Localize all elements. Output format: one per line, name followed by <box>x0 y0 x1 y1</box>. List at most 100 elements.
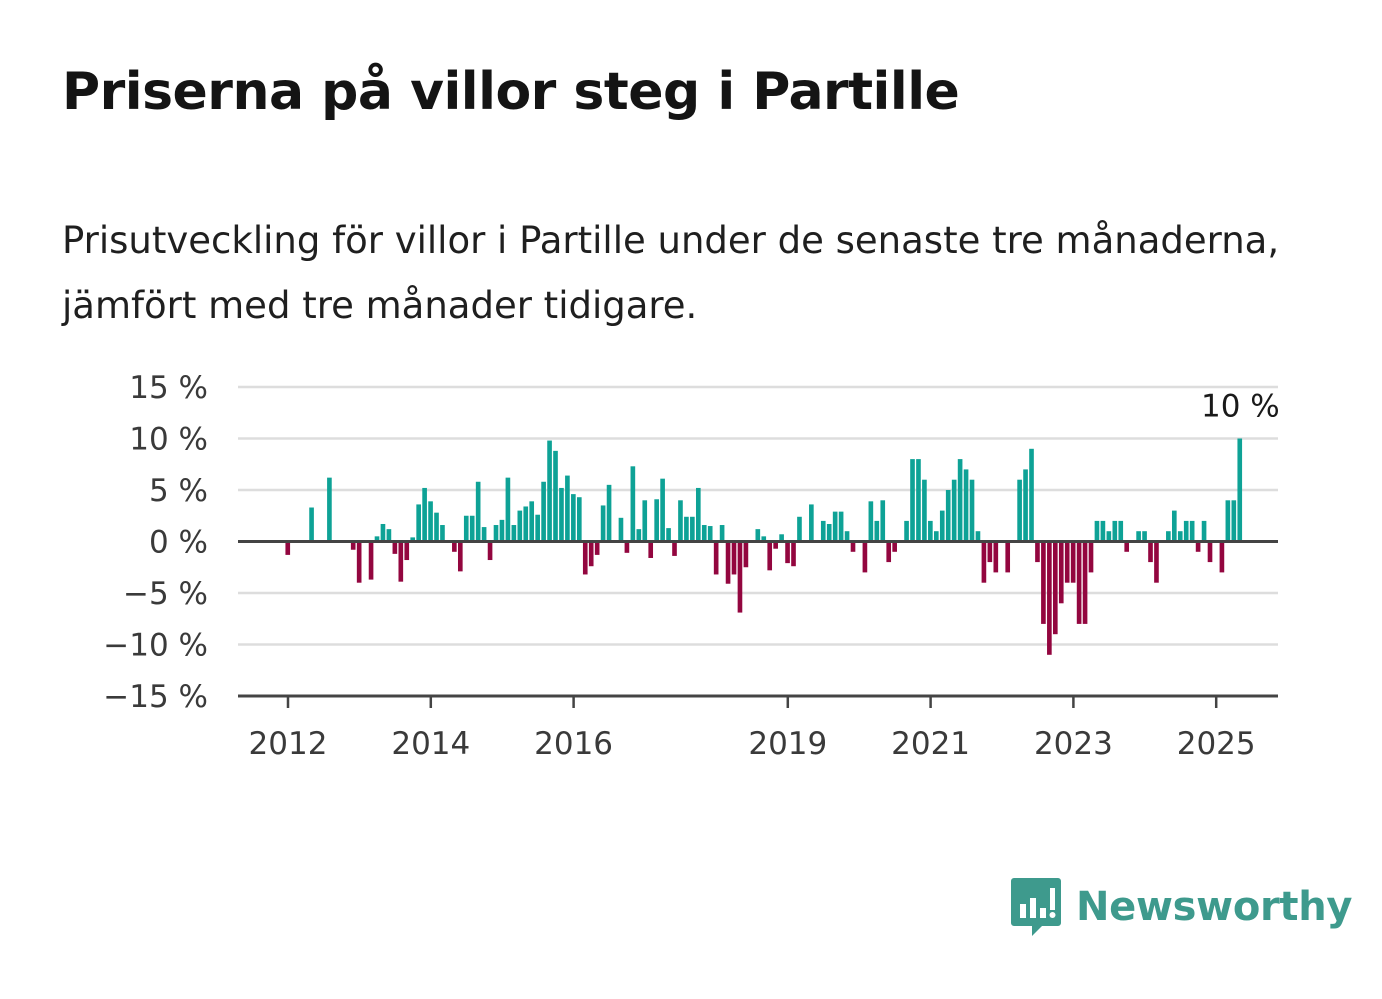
bar <box>624 541 630 553</box>
bar <box>981 541 987 583</box>
bar <box>636 529 642 542</box>
bar <box>1154 541 1159 583</box>
axes <box>238 540 1278 708</box>
bar <box>725 541 731 584</box>
bar <box>743 541 749 568</box>
bar <box>606 484 612 542</box>
bar <box>826 523 832 542</box>
bar <box>404 541 410 561</box>
x-tick-label: 2016 <box>534 726 613 762</box>
bar <box>517 510 523 542</box>
last-value-label: 10 % <box>1201 389 1280 425</box>
bar <box>1052 541 1058 635</box>
bar <box>1023 469 1028 542</box>
bar <box>1225 500 1231 542</box>
bar <box>535 514 540 542</box>
bar <box>713 541 719 575</box>
bar <box>678 500 683 542</box>
y-tick-label: 5 % <box>149 473 208 509</box>
bar <box>928 520 933 542</box>
bar <box>945 490 951 542</box>
bar <box>386 529 392 542</box>
x-tick-label: 2012 <box>249 726 328 762</box>
bar <box>719 525 725 542</box>
bar <box>755 529 761 542</box>
bar <box>1005 541 1011 573</box>
bar <box>410 537 416 542</box>
bar <box>392 541 398 554</box>
bar <box>910 459 915 542</box>
bar <box>487 541 493 561</box>
bar <box>791 541 796 567</box>
bar <box>285 541 291 555</box>
bar <box>588 541 594 567</box>
bar <box>1047 541 1052 655</box>
bar <box>380 523 386 542</box>
gridlines <box>238 385 1278 646</box>
bar <box>1177 531 1183 542</box>
bar <box>1100 520 1106 542</box>
bar <box>1058 541 1064 604</box>
bar <box>1035 541 1040 563</box>
bar <box>951 479 957 542</box>
bar <box>1237 438 1243 542</box>
bar <box>356 541 362 583</box>
bar <box>1094 520 1100 542</box>
bar <box>1029 448 1034 542</box>
bar <box>505 477 511 542</box>
bar <box>1148 541 1153 563</box>
tick-labels: 15 % 10 % 5 % 0 % −5 % −10 % −15 % 2012 2014 2016… <box>103 370 1279 762</box>
bar <box>690 516 695 542</box>
bar <box>463 515 469 542</box>
bar <box>779 534 784 542</box>
bar <box>838 511 844 542</box>
bar <box>1041 541 1046 624</box>
bar <box>993 541 999 573</box>
bar <box>582 541 588 575</box>
bar <box>1082 541 1088 624</box>
bar <box>916 459 921 542</box>
bar <box>642 500 648 542</box>
bar <box>886 541 892 563</box>
bar <box>576 497 582 542</box>
bar <box>422 487 427 542</box>
bar <box>630 466 636 542</box>
y-tick-label: 0 % <box>149 525 208 561</box>
bar <box>933 531 939 542</box>
bar <box>797 516 802 542</box>
bar <box>440 525 445 542</box>
bar <box>1171 510 1177 542</box>
bar <box>594 541 600 555</box>
bar <box>939 510 945 542</box>
bar <box>1207 541 1213 563</box>
bar <box>499 519 505 542</box>
bar <box>1118 520 1124 542</box>
bar <box>761 536 767 542</box>
brand-name: Newsworthy <box>1076 884 1353 930</box>
bar <box>963 469 969 542</box>
bar <box>731 541 737 575</box>
bar <box>547 440 552 542</box>
bar <box>904 520 909 542</box>
bar <box>493 525 499 542</box>
bar <box>416 504 421 542</box>
bar <box>684 516 689 542</box>
bar <box>1219 541 1225 573</box>
bar <box>648 541 654 558</box>
bar <box>398 541 404 582</box>
bar <box>862 541 868 573</box>
bar <box>529 501 535 542</box>
bar <box>987 541 993 563</box>
bar <box>523 506 529 542</box>
bar <box>773 541 778 549</box>
bar <box>880 500 886 542</box>
bar <box>374 536 380 542</box>
bar-chart-speech-bubble-icon <box>1011 878 1061 936</box>
bar <box>553 450 558 542</box>
bar <box>1136 531 1141 542</box>
bar <box>957 459 963 542</box>
x-tick-label: 2019 <box>748 726 827 762</box>
bar <box>975 531 981 542</box>
bar <box>1088 541 1094 573</box>
bar <box>654 499 659 542</box>
